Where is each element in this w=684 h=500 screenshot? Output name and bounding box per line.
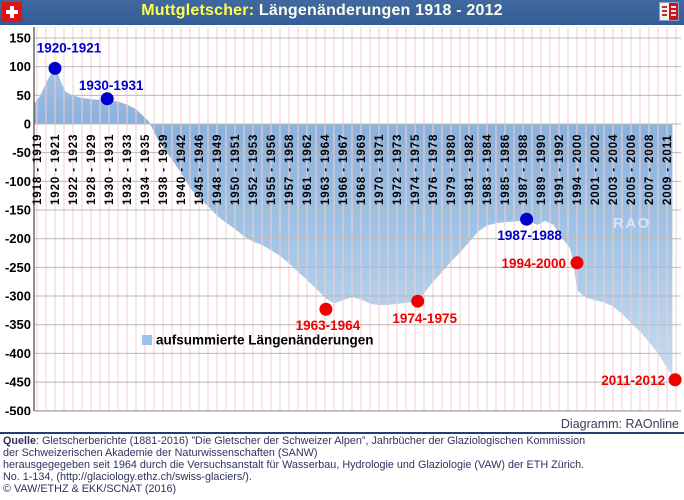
x-tick-label: 2005 - 2006 <box>626 134 638 205</box>
x-tick-label: 1928 - 1929 <box>86 134 98 205</box>
annotation-label-1963-1964: 1963-1964 <box>296 318 361 333</box>
x-tick-label: 1938 - 1939 <box>158 134 170 205</box>
y-tick-label: 50 <box>17 88 31 103</box>
x-tick-label: 1981 - 1982 <box>464 134 476 205</box>
raonline-logo-icon <box>660 3 678 20</box>
x-tick-label: 1940 - 1942 <box>176 134 188 205</box>
annotation-dot-1974-1975 <box>411 294 425 308</box>
annotation-label-1920-1921: 1920-1921 <box>37 40 102 55</box>
x-tick-label: 1966 - 1967 <box>338 134 350 205</box>
y-tick-label: -300 <box>5 289 31 304</box>
x-tick-label: 1934 - 1935 <box>140 134 152 205</box>
annotation-label-1994-2000: 1994-2000 <box>501 256 566 271</box>
source-line-5: © VAW/ETHZ & EKK/SCNAT (2016) <box>3 482 177 495</box>
source-line-1: : Gletscherberichte (1881-2016) ”Die Gle… <box>36 435 586 447</box>
x-tick-label: 1979 - 1980 <box>446 134 458 205</box>
annotation-dot-1994-2000 <box>570 256 584 270</box>
x-tick-label: 1983 - 1984 <box>482 134 494 205</box>
x-tick-label: 1950 - 1951 <box>230 134 242 205</box>
source-line-2: der Schweizerischen Akademie der Naturwi… <box>3 446 318 459</box>
annotation-label-1930-1931: 1930-1931 <box>79 78 144 93</box>
x-tick-label: 1961 - 1962 <box>302 134 314 205</box>
x-tick-label: 1994 - 2000 <box>572 134 584 205</box>
source-line-4: No. 1-134, (http://glaciology.ethz.ch/sw… <box>3 470 252 483</box>
y-tick-label: -200 <box>5 231 31 246</box>
watermark-rao: RAO <box>613 215 651 232</box>
page-title-subject: Längenänderungen 1918 - 2012 <box>254 2 503 19</box>
x-tick-label: 1945 - 1946 <box>194 134 206 205</box>
annotation-label-1974-1975: 1974-1975 <box>392 311 457 326</box>
x-tick-label: 1991 - 1992 <box>554 134 566 205</box>
x-tick-label: 1948 - 1949 <box>212 134 224 205</box>
y-tick-label: 100 <box>9 59 31 74</box>
x-tick-label: 1920 - 1921 <box>50 134 62 205</box>
x-tick-label: 1989 - 1990 <box>536 134 548 205</box>
x-tick-label: 1955 - 1956 <box>266 134 278 205</box>
legend-label: aufsummierte Längenänderungen <box>156 333 374 348</box>
x-tick-label: 1963 - 1964 <box>320 134 332 205</box>
y-tick-label: 0 <box>24 117 31 132</box>
source-line-3: herausgegegeben seit 1964 durch die Vers… <box>3 458 585 471</box>
source-label: Quelle <box>3 435 37 447</box>
y-tick-label: -150 <box>5 203 31 218</box>
x-tick-label: 2007 - 2008 <box>644 134 656 205</box>
y-tick-label: -100 <box>5 174 31 189</box>
y-tick-label: -250 <box>5 260 31 275</box>
title-bar: Muttgletscher: Längenänderungen 1918 - 2… <box>0 0 684 25</box>
page-title: Muttgletscher: Längenänderungen 1918 - 2… <box>0 2 684 20</box>
x-tick-label: 1957 - 1958 <box>284 134 296 205</box>
legend-swatch <box>142 335 152 345</box>
page-title-glacier: Muttgletscher: <box>141 2 255 19</box>
x-tick-label: 1985 - 1986 <box>500 134 512 205</box>
x-tick-label: 1970 - 1971 <box>374 134 386 205</box>
x-tick-label: 1974 - 1975 <box>410 134 422 205</box>
annotation-dot-1930-1931 <box>100 92 114 106</box>
y-tick-label: 150 <box>9 30 31 45</box>
y-tick-label: -500 <box>5 403 31 415</box>
annotation-label-2011-2012: 2011-2012 <box>601 373 665 388</box>
source-box: Quelle: Gletscherberichte (1881-2016) ”D… <box>0 432 684 500</box>
legend: aufsummierte Längenänderungen <box>142 333 374 348</box>
x-tick-label: 2001 - 2002 <box>590 134 602 205</box>
annotation-dot-2011-2012 <box>668 373 682 387</box>
x-tick-label: 1987 - 1988 <box>518 134 530 205</box>
x-tick-label: 1930 - 1931 <box>104 134 116 205</box>
y-tick-label: -350 <box>5 317 31 332</box>
area-series <box>34 69 673 377</box>
diagram-credit: Diagramm: RAOnline <box>560 417 679 431</box>
x-tick-label: 1952 - 1953 <box>248 134 260 205</box>
x-tick-label: 1932 - 1933 <box>122 134 134 205</box>
area-chart: 150 100 50 0 -50 -100 -150 -200 -250 -300 -350 -400… <box>5 27 682 418</box>
x-tick-label: 1918 - 1919 <box>32 134 44 205</box>
annotation-dot-1963-1964 <box>319 302 333 316</box>
y-tick-label: -400 <box>5 346 31 361</box>
x-tick-label: 1972 - 1973 <box>392 134 404 205</box>
x-tick-label: 1968 - 1969 <box>356 134 368 205</box>
swiss-flag-icon <box>2 2 22 22</box>
annotation-dot-1987-1988 <box>520 212 534 226</box>
y-tick-label: -50 <box>12 145 31 160</box>
y-tick-label: -450 <box>5 375 31 390</box>
x-tick-label: 1976 - 1978 <box>428 134 440 205</box>
annotation-dot-1920-1921 <box>48 61 62 75</box>
chart-area: 150 100 50 0 -50 -100 -150 -200 -250 -300 -350 -400… <box>0 25 684 418</box>
x-tick-label: 2003 - 2004 <box>608 134 620 205</box>
annotation-label-1987-1988: 1987-1988 <box>497 228 562 243</box>
x-tick-label: 2009 - 2011 <box>662 134 674 205</box>
x-tick-label: 1922 - 1923 <box>68 134 80 205</box>
